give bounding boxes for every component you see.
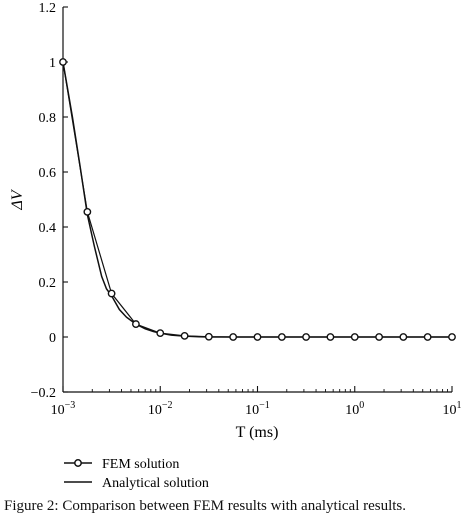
- fem-point: [326, 333, 335, 341]
- fem-point: [59, 58, 67, 66]
- fem-point: [302, 333, 310, 341]
- fem-point: [180, 331, 189, 340]
- series-layer: [59, 58, 456, 341]
- fem-point: [132, 320, 140, 328]
- y-tick-label: 1.2: [39, 1, 57, 16]
- x-tick-label: 101: [443, 400, 462, 418]
- y-tick-label: 0.2: [39, 276, 57, 291]
- y-tick-label: 0: [49, 331, 56, 346]
- fem-point: [375, 333, 384, 341]
- x-axis-ticks: 10−3 10−2 10−1 100 101: [51, 386, 462, 418]
- figure-caption: Figure 2: Comparison between FEM results…: [4, 498, 407, 514]
- x-tick-label: 100: [345, 400, 364, 418]
- legend-fem-label: FEM solution: [102, 457, 179, 472]
- y-tick-label: −0.2: [31, 386, 56, 401]
- legend-fem-marker: [74, 459, 82, 467]
- series-fem-line: [62, 61, 452, 338]
- x-tick-label: 10−2: [148, 400, 173, 418]
- x-axis-label: T (ms): [236, 424, 279, 441]
- fem-point: [204, 332, 213, 341]
- legend-analytical-label: Analytical solution: [102, 476, 209, 491]
- fem-point: [277, 333, 286, 341]
- y-tick-label: 0.8: [39, 111, 57, 126]
- y-tick-label: 0.4: [39, 221, 57, 236]
- y-axis-label: ΔV: [9, 188, 26, 210]
- fem-point: [83, 207, 92, 216]
- fem-point: [448, 333, 456, 341]
- legend: FEM solution Analytical solution: [64, 457, 209, 491]
- fem-point: [156, 329, 165, 338]
- y-tick-label: 0.6: [39, 166, 57, 181]
- fem-point: [229, 333, 238, 341]
- y-axis-ticks: −0.2 0 0.2 0.4 0.6 0.8 1 1.2: [31, 1, 68, 401]
- fem-point: [253, 333, 262, 341]
- fem-point: [399, 333, 408, 341]
- fem-point: [107, 289, 116, 298]
- series-analytical-line: [62, 61, 452, 338]
- y-tick-label: 1: [49, 56, 56, 71]
- fem-point: [350, 333, 359, 341]
- fem-point: [423, 333, 432, 341]
- x-tick-label: 10−3: [51, 400, 76, 418]
- x-tick-label: 10−1: [245, 400, 270, 418]
